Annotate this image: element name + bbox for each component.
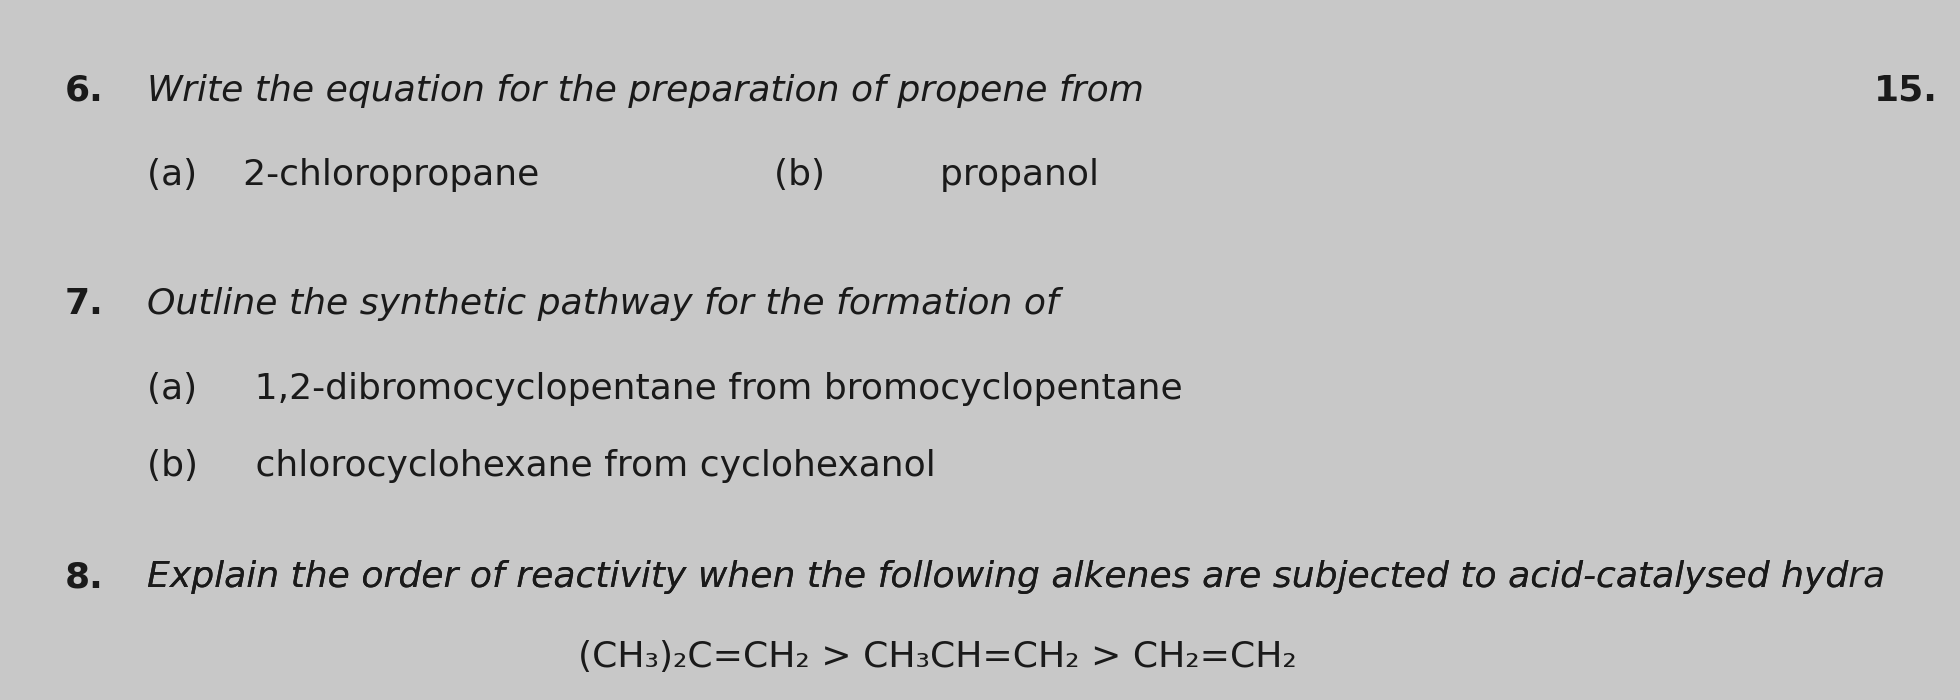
- Text: 15.: 15.: [1874, 74, 1938, 108]
- Text: 6.: 6.: [65, 74, 104, 108]
- Text: (b)          propanol: (b) propanol: [774, 158, 1100, 192]
- Text: Explain the order of reactivity when the following alkenes are subjected to acid: Explain the order of reactivity when the…: [147, 560, 1848, 594]
- Text: Explain the order of reactivity when the following alkenes are subjected to acid: Explain the order of reactivity when the…: [147, 560, 1886, 594]
- Text: (b)     chlorocyclohexane from cyclohexanol: (b) chlorocyclohexane from cyclohexanol: [147, 449, 935, 484]
- Text: (a)    2-chloropropane: (a) 2-chloropropane: [147, 158, 539, 192]
- Text: (a)     1,2-dibromocyclopentane from bromocyclopentane: (a) 1,2-dibromocyclopentane from bromocy…: [147, 372, 1182, 407]
- Text: Write the equation for the preparation of propene from: Write the equation for the preparation o…: [147, 74, 1145, 108]
- Text: 7.: 7.: [65, 287, 104, 321]
- Text: (CH₃)₂C=CH₂ > CH₃CH=CH₂ > CH₂=CH₂: (CH₃)₂C=CH₂ > CH₃CH=CH₂ > CH₂=CH₂: [578, 640, 1298, 675]
- Text: Outline the synthetic pathway for the formation of: Outline the synthetic pathway for the fo…: [147, 287, 1058, 321]
- Text: 8.: 8.: [65, 560, 104, 594]
